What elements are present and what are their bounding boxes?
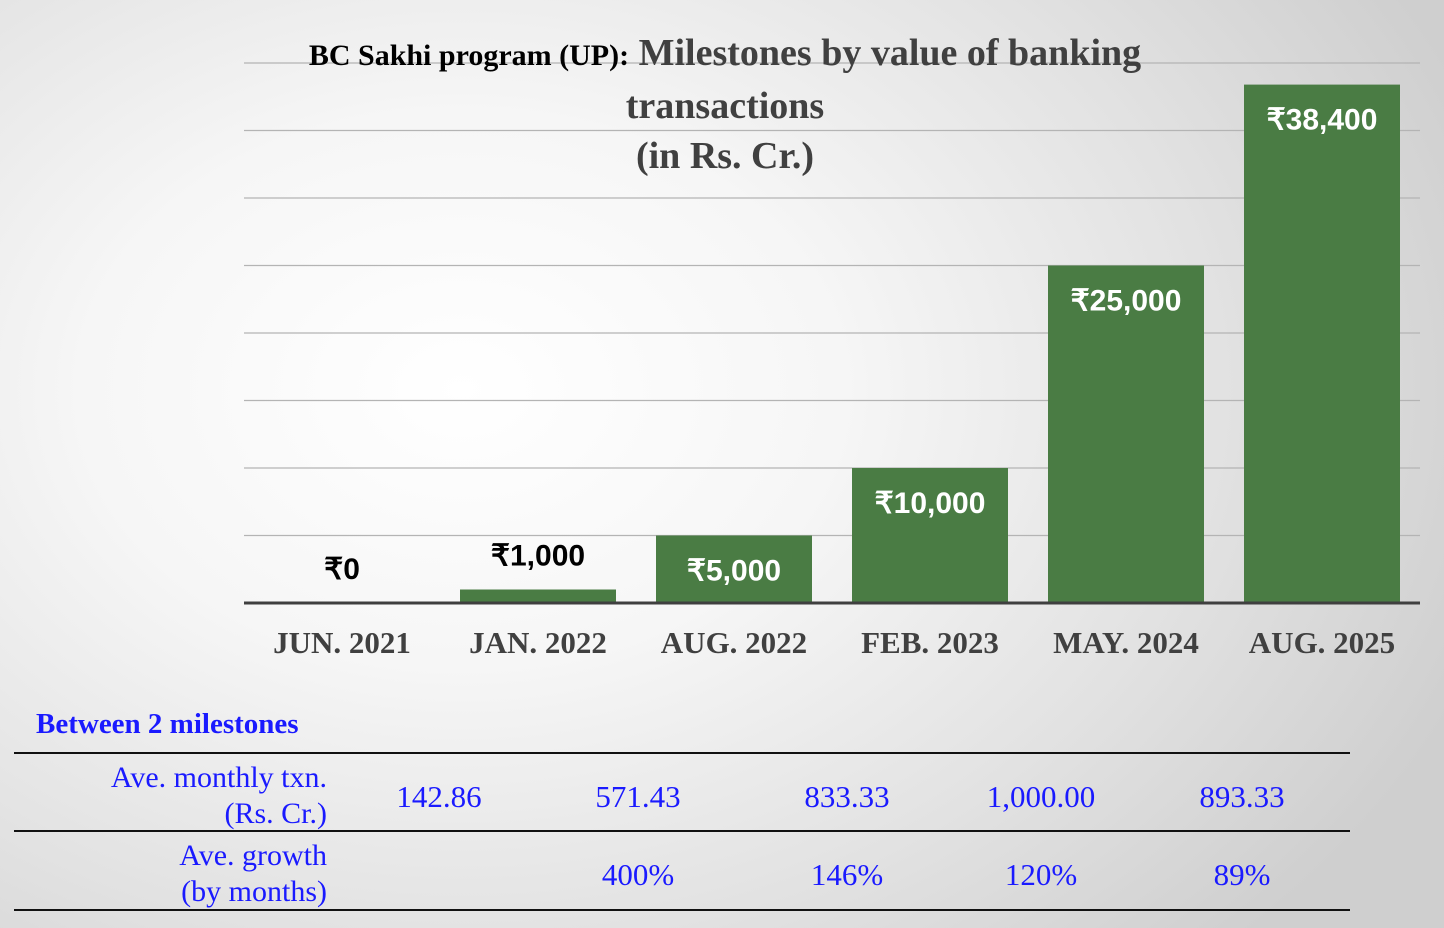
bar [1048, 265, 1204, 603]
avg-monthly-cell-5: 893.33 [1199, 779, 1285, 814]
avg-monthly-cell-2: 571.43 [595, 779, 681, 814]
avg-monthly-cell-1: 142.86 [396, 779, 482, 814]
row-label-avg-monthly-line-1: Ave. monthly txn. [110, 761, 327, 794]
data-label: ₹38,400 [1267, 104, 1378, 137]
row-label-avg-growth: Ave. growth (by months) [179, 838, 327, 910]
data-label: ₹0 [324, 553, 360, 586]
category-label: AUG. 2022 [661, 625, 807, 660]
bar [656, 535, 812, 603]
row-label-avg-monthly-line-2: (Rs. Cr.) [224, 797, 327, 830]
data-label: ₹1,000 [491, 540, 585, 573]
category-label: JUN. 2021 [273, 625, 411, 660]
bar [460, 589, 616, 603]
bar-chart: ₹0 JUN. 2021 ₹1,000 JAN. 2022 ₹5,000 AUG. 202… [244, 62, 1420, 660]
chart-title: BC Sakhi program (UP): Milestones by val… [200, 28, 1250, 181]
table-rule-bottom [14, 909, 1350, 911]
table-rule-top [14, 752, 1350, 754]
category-label: MAY. 2024 [1053, 625, 1199, 660]
chart-title-prefix: BC Sakhi program (UP): [308, 39, 630, 72]
row-label-avg-monthly: Ave. monthly txn. (Rs. Cr.) [111, 760, 327, 832]
data-label: ₹5,000 [687, 555, 781, 588]
bar [852, 468, 1008, 603]
avg-growth-cell-4: 120% [1004, 857, 1078, 892]
chart-title-line-3: (in Rs. Cr.) [635, 135, 815, 177]
avg-growth-cell-3: 146% [810, 857, 884, 892]
chart-title-line-2: transactions [625, 85, 825, 127]
avg-monthly-cell-4: 1,000.00 [986, 779, 1096, 814]
row-label-avg-growth-line-1: Ave. growth [179, 839, 327, 872]
category-label: AUG. 2025 [1249, 625, 1395, 660]
chart-title-line-1: BC Sakhi program (UP): Milestones by val… [200, 28, 1250, 81]
chart-title-main: Milestones by value of banking [638, 32, 1142, 74]
avg-growth-cell-2: 400% [601, 857, 675, 892]
data-label: ₹25,000 [1071, 285, 1182, 318]
data-label: ₹10,000 [875, 487, 986, 520]
category-label: JAN. 2022 [469, 625, 607, 660]
avg-monthly-cell-3: 833.33 [804, 779, 890, 814]
avg-growth-cell-5: 89% [1213, 857, 1271, 892]
stats-heading: Between 2 milestones [36, 708, 299, 740]
table-rule-middle [14, 830, 1350, 832]
row-label-avg-growth-line-2: (by months) [181, 875, 327, 908]
bar [1244, 84, 1400, 604]
category-label: FEB. 2023 [861, 625, 999, 660]
